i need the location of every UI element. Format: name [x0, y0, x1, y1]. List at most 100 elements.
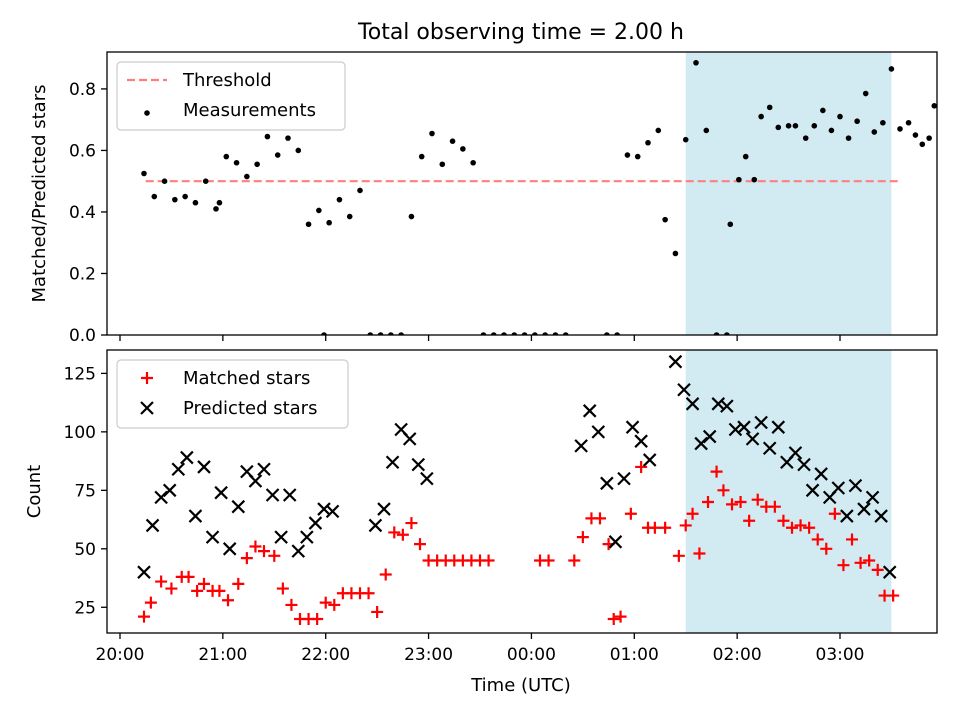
matched-star-point — [794, 519, 807, 532]
measurement-point — [938, 332, 944, 338]
x-tick-label: 02:00 — [713, 645, 762, 665]
legend-box — [116, 61, 346, 131]
matched-star-point — [768, 500, 781, 513]
matched-star-point — [276, 582, 289, 595]
measurement-point — [655, 127, 662, 134]
predicted-star-point — [788, 446, 803, 460]
matched-star-point — [614, 610, 627, 623]
matched-star-point — [871, 563, 884, 576]
predicted-star-point — [642, 453, 657, 467]
predicted-star-point — [625, 420, 640, 434]
predicted-star-point — [668, 354, 683, 369]
y-tick-label: 50 — [74, 540, 96, 560]
x-tick-label: 21:00 — [198, 645, 247, 665]
measurement-point — [912, 132, 919, 138]
predicted-star-point — [145, 518, 160, 533]
matched-star-point — [568, 554, 581, 567]
measurement-point — [141, 170, 147, 177]
predicted-star-point — [300, 530, 314, 544]
measurement-point — [919, 141, 926, 148]
matched-star-point — [811, 533, 824, 546]
legend-label: Measurements — [183, 100, 316, 121]
predicted-star-point — [282, 488, 297, 502]
predicted-star-point — [857, 502, 871, 516]
measurement-point — [792, 123, 799, 129]
legend-label: Threshold — [182, 70, 272, 91]
predicted-star-point — [677, 382, 691, 397]
measurement-point — [758, 113, 764, 120]
matched-star-point — [693, 547, 706, 560]
measurement-point — [357, 187, 363, 194]
predicted-star-point — [574, 439, 588, 453]
predicted-star-point — [797, 457, 811, 472]
measurement-point — [703, 127, 710, 134]
predicted-star-point — [882, 565, 897, 579]
predicted-star-point — [685, 397, 700, 411]
predicted-star-point — [582, 404, 597, 418]
matched-star-point — [542, 554, 555, 567]
matched-star-point — [777, 514, 790, 527]
measurement-point — [604, 332, 610, 335]
predicted-star-point — [617, 471, 631, 486]
matched-star-point — [717, 484, 730, 497]
count-panel: 25 50 75 100 125 20:00 21:00 22:00 23:00 00:00 01:… — [24, 349, 938, 665]
data-markers — [141, 59, 944, 338]
measurement-point — [321, 332, 327, 335]
matched-star-point — [240, 552, 253, 565]
measurement-point — [264, 133, 271, 140]
measurement-point — [672, 250, 679, 257]
measurement-point — [192, 199, 199, 206]
x-tick-label: 23:00 — [404, 645, 453, 665]
predicted-star-point — [702, 429, 717, 444]
legend: Threshold Measurements — [116, 61, 346, 131]
measurement-point — [634, 153, 641, 160]
matched-star-point — [846, 533, 858, 546]
measurement-point — [552, 332, 559, 335]
predicted-star-point — [411, 457, 426, 472]
predicted-star-point — [600, 476, 614, 491]
matched-star-point — [786, 521, 798, 534]
predicted-star-point — [325, 504, 340, 519]
measurement-point — [151, 193, 158, 200]
matched-star-point — [319, 596, 332, 609]
measurement-point — [511, 332, 518, 335]
predicted-star-point — [634, 434, 648, 448]
predicted-star-point — [214, 485, 228, 500]
x-tick-label: 01:00 — [610, 645, 659, 665]
matched-star-point — [624, 507, 637, 520]
predicted-star-point — [385, 455, 400, 470]
matched-star-point — [803, 521, 816, 534]
matched-star-point — [828, 507, 841, 520]
measurement-point — [614, 332, 620, 335]
matched-star-point — [268, 549, 281, 562]
measurement-point — [244, 173, 250, 180]
x-tick-label: 20:00 — [96, 645, 145, 665]
y-axis-label: Count — [24, 465, 45, 518]
predicted-star-point — [308, 516, 323, 530]
measurement-point — [542, 332, 548, 335]
matched-star-point — [837, 559, 850, 572]
matched-star-point — [679, 519, 692, 532]
matched-star-point — [213, 584, 226, 597]
measurement-point — [182, 193, 188, 200]
measurement-point — [645, 139, 651, 146]
measurement-point — [216, 199, 223, 206]
y-tick-label: 25 — [74, 598, 96, 618]
matched-star-point — [405, 517, 418, 530]
predicted-star-point — [377, 502, 391, 516]
measurement-point — [316, 207, 322, 214]
matched-star-point — [648, 521, 661, 534]
matched-star-point — [371, 605, 384, 618]
measurement-point — [888, 66, 895, 72]
matched-star-point — [734, 496, 747, 509]
predicted-star-point — [840, 509, 854, 523]
x-tick-label: 03:00 — [816, 645, 865, 665]
predicted-star-point — [720, 399, 734, 413]
predicted-star-point — [317, 502, 331, 516]
measurement-point — [926, 135, 932, 141]
matched-star-point — [328, 598, 341, 611]
legend: Matched stars Predicted stars — [116, 359, 349, 429]
matched-star-point — [396, 528, 409, 541]
measurement-point — [377, 332, 384, 335]
predicted-star-point — [231, 499, 246, 514]
